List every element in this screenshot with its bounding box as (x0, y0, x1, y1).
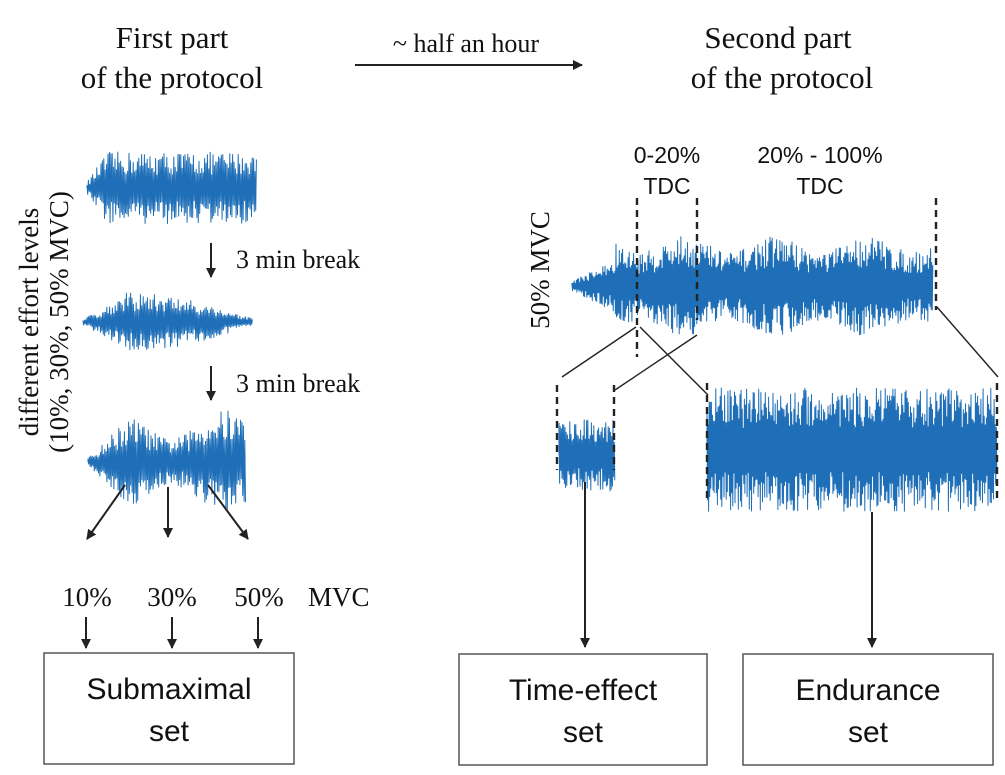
segment2-label-line1: 20% - 100% (757, 142, 882, 168)
segment2-label-line2: TDC (796, 173, 843, 199)
level-label-50: 50% (234, 582, 284, 612)
second-part-ylabel: 50% MVC (525, 211, 555, 329)
segment1-label-line2: TDC (643, 173, 690, 199)
first-part-title-line2: of the protocol (81, 60, 264, 95)
second-part-title-line2: of the protocol (691, 60, 874, 95)
endurance-set-label-line2: set (848, 716, 889, 749)
emg-signal-50-mvc (87, 410, 246, 510)
time-effect-set-label-line2: set (563, 716, 604, 749)
second-part-title-line1: Second part (704, 20, 852, 55)
endurance-set-label-line1: Endurance (795, 674, 940, 707)
zoom-line-2 (614, 334, 698, 391)
zoom-line-4 (936, 306, 999, 378)
break-label-2: 3 min break (236, 369, 360, 398)
break-label-1: 3 min break (236, 245, 360, 274)
effort-levels-ylabel-line1: different effort levels (14, 208, 44, 436)
emg-signal-endurance (706, 387, 998, 512)
endurance-set-box (742, 653, 994, 766)
first-part-title-line1: First part (116, 20, 229, 55)
segment1-label-line1: 0-20% (634, 142, 700, 168)
emg-signal-time-effect (558, 419, 616, 492)
emg-signal-30-mvc (82, 292, 253, 351)
transition-label: ~ half an hour (393, 29, 540, 58)
submaximal-set-label-line1: Submaximal (86, 673, 251, 706)
submaximal-set-label-line2: set (149, 715, 190, 748)
emg-signal-10-mvc (86, 151, 257, 224)
split-arrow-50 (207, 484, 249, 540)
zoom-line-3 (639, 326, 709, 396)
effort-levels-ylabel-line2: (10%, 30%, 50% MVC) (44, 191, 74, 453)
time-effect-set-box (458, 653, 708, 766)
time-effect-set-label-line1: Time-effect (509, 674, 658, 707)
level-label-10: 10% (62, 582, 112, 612)
submaximal-set-box (43, 652, 295, 765)
level-label-30: 30% (147, 582, 197, 612)
emg-signal-long-contraction (571, 236, 934, 336)
level-unit-mvc: MVC (308, 582, 370, 612)
split-arrow-10 (86, 484, 126, 540)
zoom-line-1 (561, 326, 637, 378)
